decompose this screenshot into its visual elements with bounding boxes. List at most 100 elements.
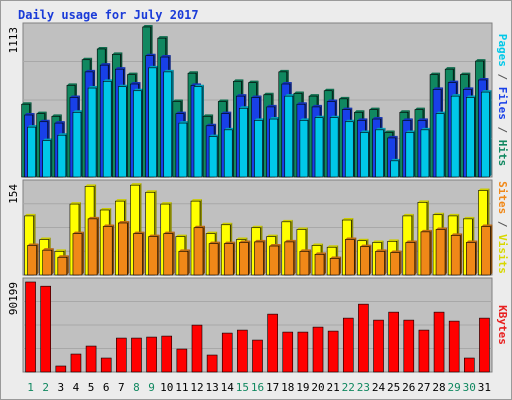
bar-sites-10 — [163, 233, 174, 276]
bar-pages-6 — [102, 81, 112, 178]
bar-top-sites-4 — [72, 231, 84, 234]
bar-top-sites-5 — [88, 216, 100, 219]
x-tick-label-27: 27 — [417, 381, 430, 394]
bar-kbytes-10 — [161, 335, 173, 373]
bar-pages-23 — [360, 132, 369, 178]
bar-top-visits-27 — [417, 200, 429, 203]
bar-top-hits-16 — [248, 80, 259, 83]
bar-top-pages-6 — [103, 79, 114, 82]
bar-pages-21 — [329, 117, 339, 178]
bar-pages-11 — [178, 122, 188, 178]
axis-legend-part: / — [496, 214, 509, 234]
bar-sites-21 — [329, 258, 340, 276]
bar-pages-8 — [133, 90, 142, 178]
bar-top-pages-24 — [375, 127, 386, 130]
bar-top-hits-21 — [324, 88, 335, 91]
bar-sites-28 — [435, 229, 446, 276]
max-label-kbytes: 90199 — [7, 282, 20, 315]
bar-kbytes-1 — [25, 281, 36, 373]
bar-top-files-2 — [39, 119, 50, 122]
bar-top-sites-24 — [375, 249, 387, 252]
bar-top-hits-1 — [21, 102, 32, 105]
bar-top-sites-25 — [390, 250, 402, 253]
bar-top-sites-16 — [254, 239, 266, 242]
bar-top-sites-19 — [299, 249, 311, 252]
bar-kbytes-5 — [85, 345, 97, 373]
bar-kbytes-19 — [297, 331, 309, 373]
bar-side-sites-3 — [66, 255, 69, 275]
bar-top-visits-3 — [54, 249, 66, 252]
bar-top-pages-21 — [330, 115, 341, 118]
bar-top-hits-23 — [354, 110, 365, 113]
bar-sites-16 — [254, 241, 264, 276]
bar-top-hits-20 — [309, 94, 320, 97]
bar-top-pages-31 — [481, 90, 492, 93]
bar-pages-15 — [239, 107, 248, 178]
x-tick-label-21: 21 — [327, 381, 340, 394]
bar-pages-13 — [208, 136, 218, 178]
bar-top-sites-28 — [436, 227, 448, 230]
bar-top-hits-27 — [414, 107, 425, 110]
bar-kbytes-26 — [403, 319, 415, 373]
bar-sites-14 — [223, 243, 234, 276]
bar-top-sites-20 — [315, 252, 327, 255]
bar-side-sites-14 — [233, 241, 236, 275]
axis-legend-part: / — [496, 67, 509, 87]
bar-top-sites-6 — [103, 224, 115, 227]
bar-kbytes-28 — [433, 311, 445, 373]
bar-top-pages-26 — [405, 130, 416, 133]
bar-kbytes-24 — [373, 319, 384, 373]
bar-side-sites-8 — [142, 231, 145, 275]
bar-pages-19 — [299, 120, 309, 178]
bar-top-files-20 — [312, 104, 323, 107]
bar-pages-3 — [57, 134, 67, 178]
bar-top-sites-23 — [360, 244, 372, 247]
bar-top-files-17 — [266, 104, 277, 107]
bar-top-pages-5 — [88, 86, 99, 89]
bar-side-sites-27 — [429, 229, 432, 275]
bar-kbytes-29 — [448, 320, 460, 373]
bar-top-hits-28 — [430, 72, 441, 75]
bar-top-files-15 — [236, 94, 247, 97]
bar-top-files-6 — [100, 63, 111, 66]
x-tick-label-31: 31 — [478, 381, 491, 394]
bar-top-pages-4 — [72, 110, 83, 113]
bar-top-visits-18 — [281, 219, 293, 222]
bar-kbytes-31 — [479, 317, 490, 373]
bar-kbytes-15 — [237, 329, 248, 373]
bar-top-files-28 — [433, 87, 444, 90]
bar-top-sites-15 — [239, 240, 251, 243]
bar-top-pages-12 — [193, 84, 204, 87]
bar-sites-19 — [299, 251, 310, 276]
chart-title: Daily usage for July 2017 — [18, 8, 199, 22]
bar-top-files-1 — [24, 113, 35, 116]
bar-side-sites-1 — [36, 243, 39, 275]
bar-pages-20 — [314, 117, 324, 178]
bar-top-sites-27 — [420, 229, 432, 232]
bar-top-pages-17 — [269, 117, 280, 120]
bar-top-visits-14 — [221, 222, 233, 225]
bar-kbytes-16 — [252, 339, 263, 373]
bar-top-hits-22 — [339, 96, 350, 99]
bar-sites-7 — [118, 222, 128, 276]
bar-side-sites-2 — [51, 248, 54, 275]
bar-sites-23 — [360, 246, 370, 276]
bar-pages-10 — [163, 71, 173, 178]
bar-sites-4 — [72, 233, 83, 276]
bar-top-hits-19 — [293, 91, 304, 94]
bar-sites-20 — [314, 254, 325, 276]
bar-top-sites-21 — [330, 256, 342, 259]
bar-sites-26 — [405, 242, 416, 276]
bar-top-hits-8 — [127, 72, 138, 75]
bar-top-hits-10 — [157, 36, 168, 39]
bar-kbytes-22 — [342, 317, 354, 373]
bar-top-files-11 — [175, 111, 186, 114]
bar-top-hits-30 — [460, 72, 471, 75]
bar-top-sites-7 — [118, 221, 130, 223]
axis-legend-part: / — [496, 120, 509, 140]
bar-sites-31 — [481, 226, 491, 276]
bar-side-sites-25 — [399, 250, 402, 275]
bar-top-sites-9 — [148, 234, 160, 237]
bar-pages-25 — [390, 160, 399, 178]
bar-sites-29 — [450, 235, 461, 276]
